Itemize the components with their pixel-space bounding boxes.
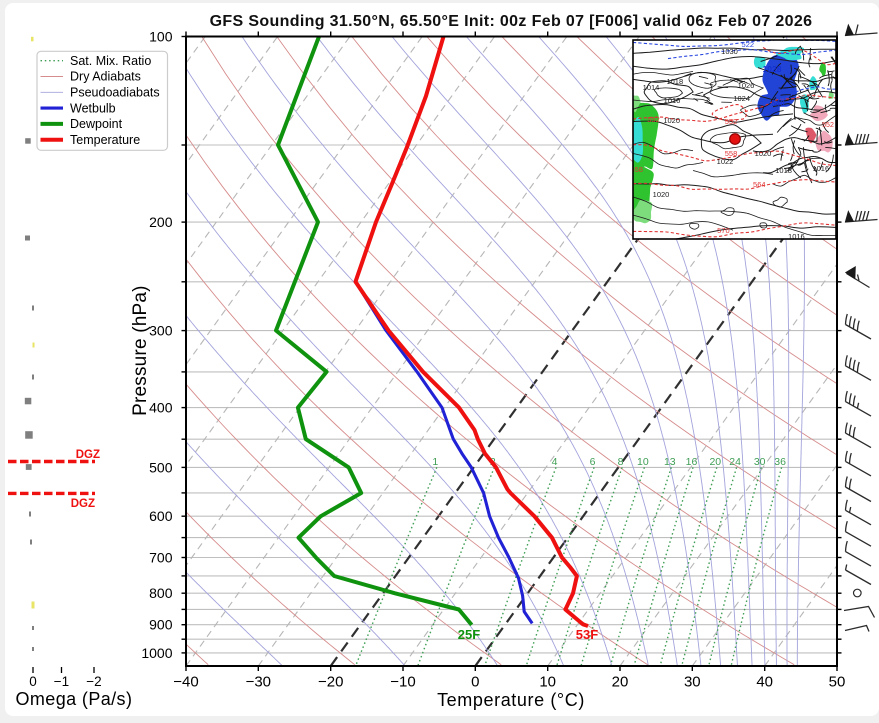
svg-text:13: 13 [664,456,676,468]
svg-text:552: 552 [725,117,738,126]
svg-text:−1: −1 [54,674,69,689]
svg-text:1018: 1018 [775,166,792,175]
svg-text:−10: −10 [390,674,415,691]
svg-text:Omega (Pa/s): Omega (Pa/s) [16,689,133,709]
svg-text:1016: 1016 [812,164,829,173]
svg-text:8: 8 [618,456,624,468]
svg-text:1020: 1020 [755,149,772,158]
svg-text:570: 570 [717,226,730,235]
svg-text:1018: 1018 [666,77,683,86]
svg-text:1022: 1022 [717,157,734,166]
svg-text:30: 30 [754,456,766,468]
svg-text:16: 16 [686,456,698,468]
svg-text:1016: 1016 [788,232,805,241]
svg-text:53F: 53F [576,627,598,642]
svg-text:Dewpoint: Dewpoint [70,117,123,131]
svg-text:1000: 1000 [141,645,172,661]
svg-text:600: 600 [149,508,173,524]
svg-text:522: 522 [742,40,755,49]
svg-text:GFS Sounding 31.50°N, 65.50°E: GFS Sounding 31.50°N, 65.50°E Init: 00z … [210,13,813,30]
svg-text:Temperature: Temperature [70,133,140,147]
svg-text:50: 50 [829,674,846,691]
svg-text:40: 40 [756,674,773,691]
svg-text:10: 10 [539,674,556,691]
svg-text:1: 1 [432,456,438,468]
svg-text:100: 100 [149,29,173,45]
svg-text:500: 500 [149,459,173,475]
svg-text:−40: −40 [173,674,198,691]
svg-text:1014: 1014 [643,83,660,92]
svg-text:−20: −20 [318,674,343,691]
svg-text:200: 200 [149,214,173,230]
svg-text:4: 4 [552,456,558,468]
svg-text:800: 800 [149,585,173,601]
svg-text:24: 24 [729,456,741,468]
svg-text:Sat. Mix. Ratio: Sat. Mix. Ratio [70,54,151,68]
svg-text:10: 10 [637,456,649,468]
svg-text:6: 6 [590,456,596,468]
svg-text:Dry Adiabats: Dry Adiabats [70,70,141,84]
svg-text:1028: 1028 [763,64,782,74]
svg-text:552: 552 [647,115,660,124]
svg-text:20: 20 [709,456,721,468]
svg-text:Wetbulb: Wetbulb [70,101,116,115]
svg-text:0: 0 [29,674,37,689]
svg-text:1030: 1030 [721,47,738,56]
svg-text:30: 30 [684,674,701,691]
svg-text:Temperature (°C): Temperature (°C) [437,690,585,710]
svg-text:−2: −2 [86,674,101,689]
svg-text:1020: 1020 [663,116,680,125]
svg-text:−30: −30 [246,674,271,691]
svg-text:25F: 25F [458,627,480,642]
svg-text:1026: 1026 [738,81,755,90]
svg-text:700: 700 [149,550,173,566]
svg-text:564: 564 [753,180,766,189]
svg-text:400: 400 [149,400,173,416]
svg-text:1024: 1024 [733,94,750,103]
svg-text:300: 300 [149,323,173,339]
svg-text:DGZ: DGZ [76,449,100,461]
svg-text:Pseudoadiabats: Pseudoadiabats [70,86,160,100]
svg-text:0: 0 [471,674,479,691]
svg-text:552: 552 [822,122,834,129]
svg-text:1020: 1020 [653,190,670,199]
svg-text:1016: 1016 [664,96,681,105]
svg-text:558: 558 [630,165,643,174]
svg-text:DGZ: DGZ [71,498,95,510]
svg-text:900: 900 [149,617,173,633]
svg-text:558: 558 [725,149,738,158]
svg-text:36: 36 [774,456,786,468]
svg-text:540: 540 [771,99,785,108]
svg-text:Pressure (hPa): Pressure (hPa) [130,285,151,416]
svg-text:20: 20 [612,674,629,691]
